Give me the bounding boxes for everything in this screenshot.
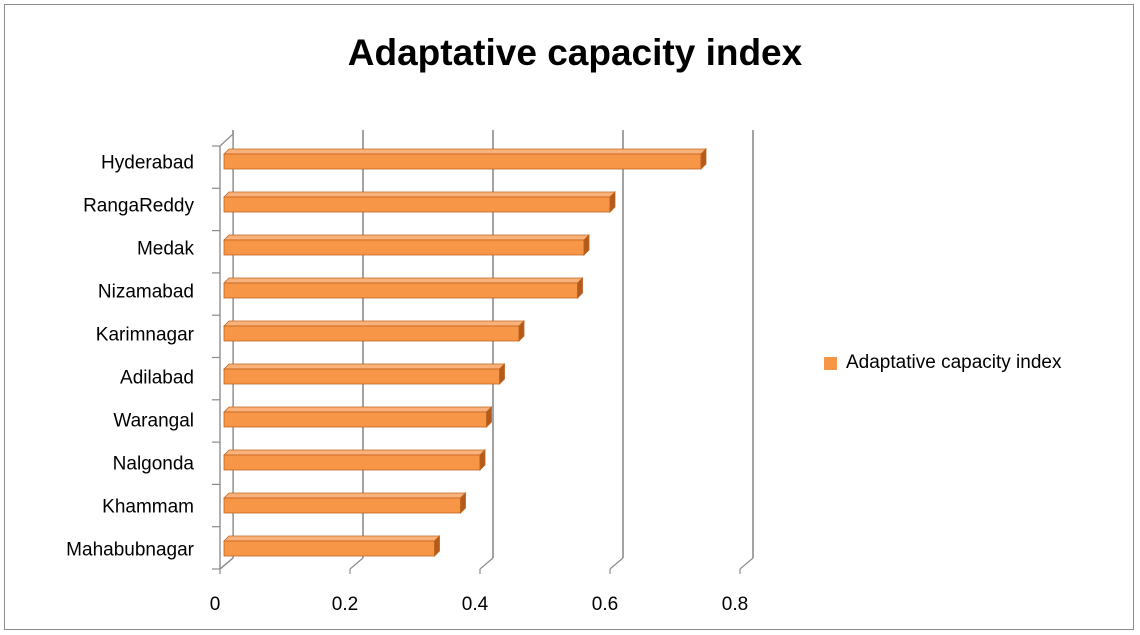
bar-side — [583, 234, 590, 256]
legend-swatch — [824, 356, 837, 370]
bar-side — [518, 320, 525, 342]
bar — [223, 325, 520, 342]
bar-side — [609, 191, 616, 213]
category-label: Khammam — [102, 497, 194, 518]
bar-top — [223, 492, 467, 499]
category-label: Medak — [137, 239, 195, 260]
bar — [223, 282, 578, 299]
bar-side — [460, 492, 466, 514]
bar-top — [223, 234, 590, 241]
bar — [223, 196, 611, 213]
x-tick-label: 0.6 — [592, 594, 618, 615]
bar-top — [223, 363, 506, 370]
legend-label: Adaptative capacity index — [846, 352, 1062, 373]
bar — [223, 497, 461, 514]
floor-gridline — [349, 557, 364, 570]
bar-side — [434, 535, 440, 557]
category-label: Nizamabad — [98, 282, 194, 303]
bar — [223, 540, 435, 557]
chart-title: Adaptative capacity index — [347, 32, 803, 73]
bar-side — [486, 406, 492, 428]
x-tick-label: 0.8 — [722, 594, 748, 615]
x-tick-label: 0.2 — [332, 594, 358, 615]
category-label: RangaReddy — [83, 196, 194, 217]
floor-gridline — [739, 557, 754, 570]
bar-top — [223, 191, 616, 198]
category-label: Warangal — [113, 411, 194, 432]
bar-side — [479, 449, 486, 471]
bar-top — [223, 406, 493, 413]
bar-side — [700, 148, 707, 170]
bar-side — [499, 363, 505, 385]
chart-frame — [4, 4, 1134, 630]
bar-top — [223, 148, 707, 155]
x-tick-label: 0 — [210, 594, 221, 615]
category-label: Karimnagar — [96, 325, 195, 346]
floor-edge — [219, 557, 234, 570]
category-label: Mahabubnagar — [66, 540, 194, 561]
floor-gridline — [609, 557, 624, 570]
bar-top — [223, 449, 486, 456]
bar — [223, 368, 500, 385]
bar-top — [223, 320, 525, 327]
bar — [223, 411, 487, 428]
category-label: Hyderabad — [101, 153, 194, 174]
floor-gridline — [479, 557, 494, 570]
legend: Adaptative capacity index — [824, 352, 1061, 374]
x-tick-label: 0.4 — [462, 594, 489, 615]
bar-top — [223, 277, 584, 284]
bar — [223, 153, 702, 170]
category-label: Adilabad — [120, 368, 194, 389]
category-label: Nalgonda — [113, 454, 195, 475]
bar — [223, 454, 481, 471]
bar-top — [223, 535, 441, 542]
bar-side — [577, 277, 583, 299]
bar — [223, 239, 585, 256]
